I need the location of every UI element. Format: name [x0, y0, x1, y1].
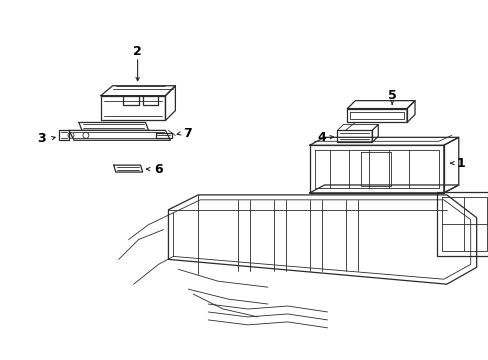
- Text: 3: 3: [37, 132, 45, 145]
- Text: 7: 7: [183, 127, 191, 140]
- Text: 4: 4: [317, 131, 325, 144]
- Text: 1: 1: [455, 157, 464, 170]
- Text: 2: 2: [133, 45, 142, 58]
- Text: 6: 6: [154, 163, 163, 176]
- Text: 5: 5: [387, 89, 396, 102]
